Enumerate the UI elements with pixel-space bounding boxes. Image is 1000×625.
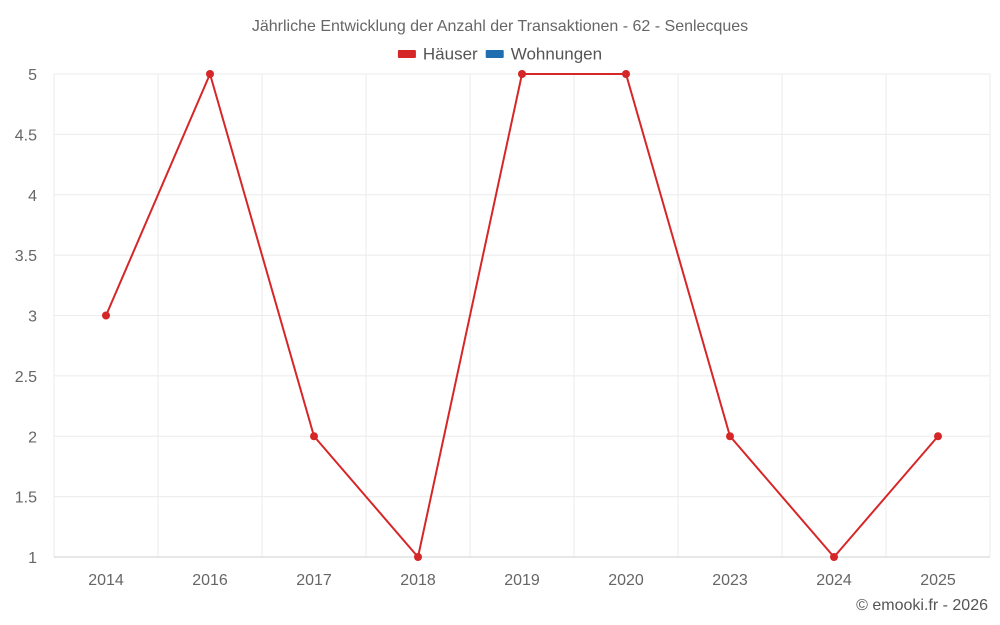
x-axis: 2014 2016 2017 2018 2019 2020 2023 2024 2025	[54, 556, 990, 589]
legend-item[interactable]: Häuser	[397, 44, 478, 63]
y-tick-label: 4.5	[15, 127, 37, 144]
x-tick-label: 2023	[712, 572, 748, 589]
x-tick-label: 2020	[608, 572, 644, 589]
y-axis: 1 1.5 2 2.5 3 3.5 4 4.5 5	[15, 67, 37, 567]
grid-lines	[53, 73, 991, 558]
data-point[interactable]	[726, 432, 734, 441]
x-tick-label: 2017	[296, 572, 332, 589]
legend-swatch	[397, 50, 416, 58]
legend-item[interactable]: Wohnungen	[485, 44, 602, 63]
x-tick-label: 2024	[816, 572, 852, 589]
y-tick-label: 3.5	[15, 248, 37, 265]
credit-text: © emooki.fr - 2026	[856, 597, 988, 614]
data-point[interactable]	[102, 311, 110, 320]
data-point[interactable]	[310, 432, 318, 441]
data-point[interactable]	[934, 432, 942, 441]
data-point[interactable]	[830, 553, 838, 561]
data-point[interactable]	[206, 70, 214, 78]
series-layer	[102, 70, 942, 561]
y-tick-label: 2.5	[15, 369, 37, 386]
chart-title: Jährliche Entwicklung der Anzahl der Tra…	[252, 18, 748, 35]
legend-label: Häuser	[423, 44, 478, 63]
x-tick-label: 2018	[400, 572, 436, 589]
y-tick-label: 1.5	[15, 490, 37, 507]
y-tick-label: 2	[28, 429, 37, 446]
y-tick-label: 5	[28, 67, 37, 84]
x-tick-label: 2019	[504, 572, 540, 589]
x-tick-label: 2025	[920, 572, 956, 589]
data-point[interactable]	[622, 70, 630, 78]
y-tick-label: 4	[28, 188, 37, 205]
x-tick-label: 2016	[192, 572, 228, 589]
y-tick-label: 3	[28, 309, 37, 326]
y-tick-label: 1	[28, 550, 37, 567]
data-point[interactable]	[518, 70, 526, 78]
x-tick-label: 2014	[88, 572, 124, 589]
data-point[interactable]	[414, 553, 422, 561]
legend-swatch	[485, 50, 504, 58]
legend-label: Wohnungen	[511, 44, 602, 63]
legend: Häuser Wohnungen	[397, 44, 602, 63]
